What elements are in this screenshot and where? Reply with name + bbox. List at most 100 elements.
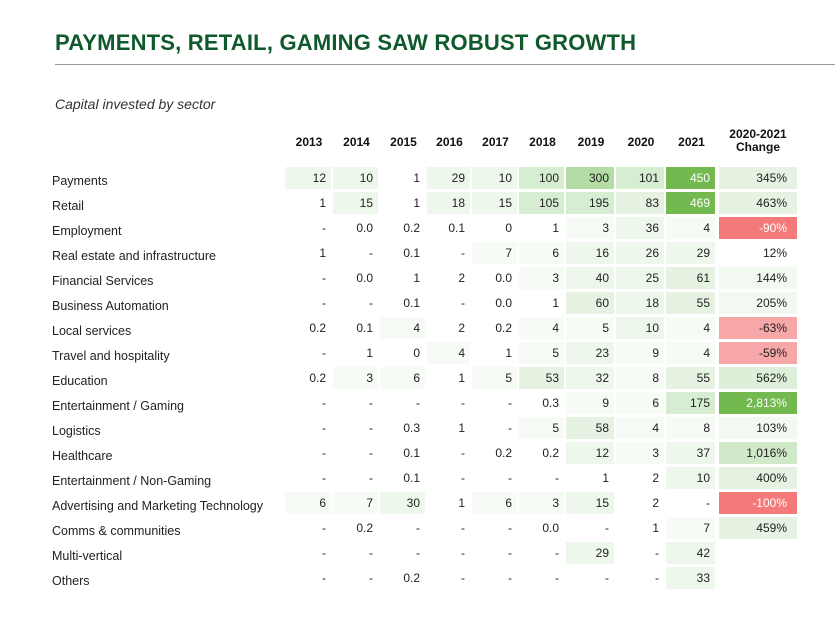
- table-cell: 4: [666, 342, 715, 364]
- table-cell: 4: [380, 317, 425, 339]
- table-cell: -: [605, 571, 609, 585]
- table-cell: 55: [666, 367, 715, 389]
- row-label: Local services: [52, 324, 132, 338]
- table-cell: -: [369, 246, 373, 260]
- table-cell: 10: [472, 167, 517, 189]
- table-cell: 40: [566, 267, 614, 289]
- table-cell: 25: [616, 267, 664, 289]
- table-cell: 101: [616, 167, 664, 189]
- table-cell: 10: [666, 467, 715, 489]
- table-cell: 0.0: [495, 271, 512, 285]
- table-cell: -: [322, 271, 326, 285]
- table-cell: 0.0: [356, 271, 373, 285]
- table-cell: 0.2: [309, 321, 326, 335]
- table-cell: -: [461, 296, 465, 310]
- table-cell: 6: [472, 492, 517, 514]
- table-cell: 15: [566, 492, 614, 514]
- table-cell: 1: [552, 221, 559, 235]
- table-cell: 15: [472, 192, 517, 214]
- page-title: PAYMENTS, RETAIL, GAMING SAW ROBUST GROW…: [55, 30, 637, 55]
- table-cell: 3: [519, 492, 564, 514]
- row-label: Real estate and infrastructure: [52, 249, 216, 263]
- table-cell: 0.0: [356, 221, 373, 235]
- table-cell: 0: [505, 221, 512, 235]
- change-cell: 205%: [719, 292, 797, 314]
- table-cell: 0.3: [403, 421, 420, 435]
- table-cell: 10: [616, 317, 664, 339]
- row-label: Financial Services: [52, 274, 154, 288]
- change-cell: 400%: [719, 467, 797, 489]
- table-cell: 18: [616, 292, 664, 314]
- table-cell: 0.1: [356, 321, 373, 335]
- table-cell: 3: [566, 217, 614, 239]
- change-cell: 12%: [719, 242, 797, 264]
- table-cell: 8: [666, 417, 715, 439]
- row-label: Travel and hospitality: [52, 349, 170, 363]
- table-cell: 16: [566, 242, 614, 264]
- column-header: 2013: [295, 135, 323, 149]
- table-cell: 195: [566, 192, 614, 214]
- table-cell: 55: [666, 292, 715, 314]
- table-cell: -: [369, 421, 373, 435]
- table-cell: 9: [566, 392, 614, 414]
- table-cell: -: [322, 396, 326, 410]
- table-cell: 37: [666, 442, 715, 464]
- change-cell: 463%: [719, 192, 797, 214]
- change-cell: 345%: [719, 167, 797, 189]
- table-cell: -: [322, 471, 326, 485]
- table-cell: 2: [652, 496, 659, 510]
- row-label: Entertainment / Gaming: [52, 399, 185, 413]
- table-cell: 12: [285, 167, 331, 189]
- table-cell: 36: [616, 217, 664, 239]
- table-cell: -: [461, 471, 465, 485]
- table-cell: 42: [666, 542, 715, 564]
- table-cell: 1: [319, 196, 326, 210]
- table-cell: 1: [413, 271, 420, 285]
- table-cell: 1: [319, 246, 326, 260]
- table-cell: -: [555, 571, 559, 585]
- row-label: Payments: [52, 174, 108, 188]
- table-cell: 2: [458, 321, 465, 335]
- table-cell: 300: [566, 167, 614, 189]
- row-label: Business Automation: [52, 299, 169, 313]
- column-header: 2018: [529, 135, 556, 149]
- column-header: 2014: [343, 135, 370, 149]
- table-cell: 175: [666, 392, 715, 414]
- row-label: Healthcare: [52, 449, 113, 463]
- change-cell: 2,813%: [719, 392, 797, 414]
- table-cell: 29: [427, 167, 470, 189]
- table-cell: 5: [519, 417, 564, 439]
- table-cell: 8: [616, 367, 664, 389]
- table-cell: -: [508, 571, 512, 585]
- table-cell: 4: [666, 317, 715, 339]
- table-cell: -: [322, 446, 326, 460]
- table-cell: -: [655, 546, 659, 560]
- table-cell: 2: [458, 271, 465, 285]
- change-cell: 1,016%: [719, 442, 797, 464]
- change-cell: 103%: [719, 417, 797, 439]
- table-cell: 4: [519, 317, 564, 339]
- row-label: Entertainment / Non-Gaming: [52, 474, 212, 488]
- table-cell: -: [508, 546, 512, 560]
- table-cell: -: [322, 221, 326, 235]
- table-cell: 53: [519, 367, 564, 389]
- column-header: 2020: [627, 135, 655, 149]
- table-cell: 5: [472, 367, 517, 389]
- table-cell: -: [322, 421, 326, 435]
- table-cell: 10: [333, 167, 378, 189]
- column-header: 2017: [482, 135, 509, 149]
- table-cell: -: [655, 571, 659, 585]
- change-cell: -90%: [719, 217, 797, 239]
- table-cell: 0.1: [403, 296, 420, 310]
- table-cell: -: [322, 521, 326, 535]
- table-cell: -: [605, 521, 609, 535]
- table-cell: 3: [519, 267, 564, 289]
- table-cell: 18: [427, 192, 470, 214]
- change-cell: -100%: [719, 492, 797, 514]
- table-cell: 0.1: [403, 246, 420, 260]
- table-cell: 1: [602, 471, 609, 485]
- table-cell: 7: [333, 492, 378, 514]
- table-cell: -: [461, 546, 465, 560]
- table-cell: -: [322, 346, 326, 360]
- table-cell: -: [369, 296, 373, 310]
